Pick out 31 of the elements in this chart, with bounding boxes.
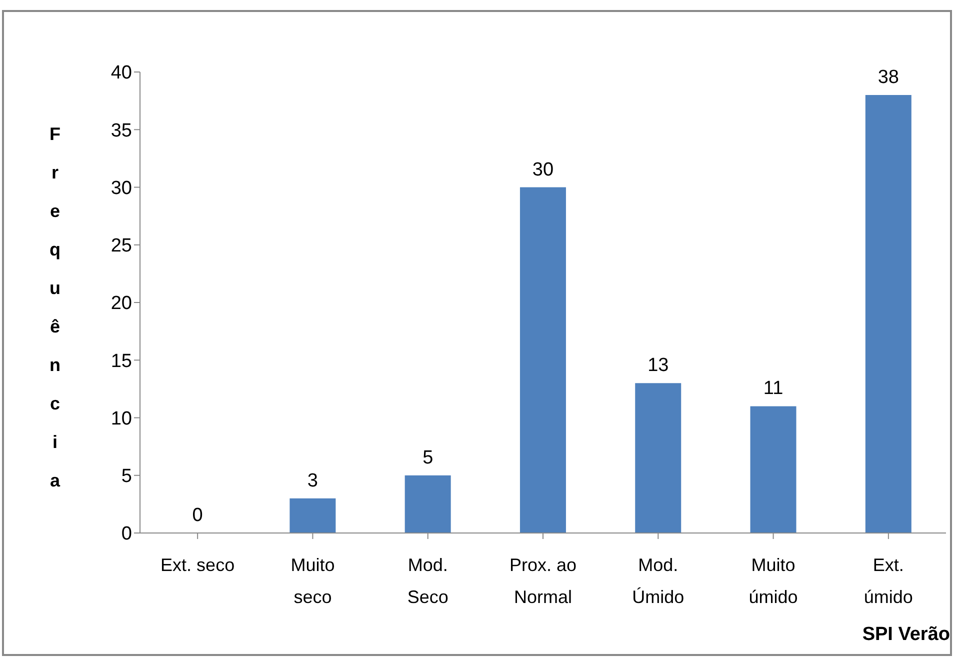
x-tick-label: Mod. Úmido: [632, 555, 684, 607]
bar: [635, 383, 682, 533]
data-label: 30: [532, 159, 554, 180]
x-tick-label: Prox. ao Normal: [509, 555, 577, 607]
bar: [865, 95, 912, 533]
y-tick-label: 15: [110, 350, 132, 372]
y-tick-label: 25: [110, 236, 132, 257]
y-tick-label: 5: [121, 466, 132, 488]
text: Frequência: [50, 124, 60, 490]
y-tick-label: 10: [110, 408, 132, 430]
data-label: 0: [192, 505, 203, 526]
y-tick-label: 20: [110, 293, 132, 314]
data-label: 38: [878, 67, 899, 88]
x-tick-label: Ext. úmido: [864, 555, 913, 607]
y-tick-label: 35: [110, 120, 132, 142]
y-tick-label: 0: [121, 524, 132, 545]
y-tick-label: 30: [110, 178, 132, 199]
data-label: 13: [648, 355, 669, 376]
x-tick-label: Muito úmido: [748, 555, 798, 607]
y-tick-label: 40: [110, 62, 132, 84]
x-tick-label: Muito seco: [290, 555, 335, 607]
bar: [520, 187, 566, 533]
data-label: 11: [763, 378, 784, 400]
x-tick-label: Mod. Seco: [407, 555, 448, 607]
x-axis-title: SPI Verão: [862, 624, 950, 646]
bar: [404, 475, 451, 533]
bar: [290, 498, 336, 533]
data-label: 3: [307, 470, 318, 492]
bar: [750, 406, 796, 533]
data-label: 5: [422, 447, 434, 468]
x-tick-label: Ext. seco: [160, 555, 235, 575]
